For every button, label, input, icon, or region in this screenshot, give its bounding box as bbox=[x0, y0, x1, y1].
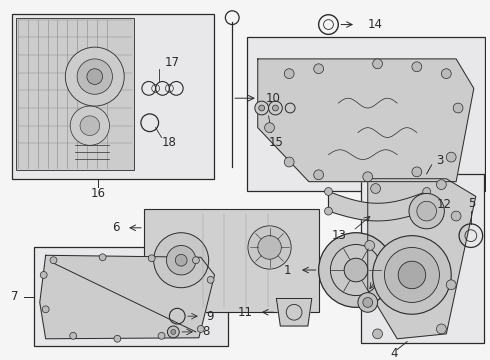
Circle shape bbox=[365, 240, 375, 251]
Circle shape bbox=[167, 246, 196, 275]
Circle shape bbox=[358, 293, 378, 312]
Circle shape bbox=[344, 258, 368, 282]
Circle shape bbox=[314, 170, 323, 180]
Polygon shape bbox=[368, 179, 476, 339]
Circle shape bbox=[412, 62, 422, 72]
Circle shape bbox=[197, 325, 204, 332]
Bar bbox=[34, 247, 228, 346]
Text: 2: 2 bbox=[386, 266, 393, 279]
Circle shape bbox=[318, 233, 393, 307]
Circle shape bbox=[417, 201, 437, 221]
Circle shape bbox=[437, 324, 446, 334]
Bar bbox=[16, 18, 134, 170]
Polygon shape bbox=[258, 59, 474, 182]
Circle shape bbox=[398, 261, 426, 289]
Bar bbox=[144, 209, 318, 312]
Text: 5: 5 bbox=[468, 197, 475, 210]
Text: 18: 18 bbox=[162, 136, 177, 149]
Polygon shape bbox=[40, 255, 215, 339]
Circle shape bbox=[70, 106, 109, 145]
Circle shape bbox=[265, 123, 274, 132]
Circle shape bbox=[258, 236, 281, 259]
Circle shape bbox=[77, 59, 112, 94]
Circle shape bbox=[412, 167, 422, 177]
Circle shape bbox=[65, 47, 124, 106]
Polygon shape bbox=[276, 298, 312, 326]
Text: 10: 10 bbox=[266, 92, 280, 105]
Circle shape bbox=[451, 211, 461, 221]
Polygon shape bbox=[328, 192, 427, 221]
Circle shape bbox=[446, 280, 456, 290]
Circle shape bbox=[175, 254, 187, 266]
Circle shape bbox=[423, 188, 431, 195]
Circle shape bbox=[42, 306, 49, 313]
Text: 6: 6 bbox=[112, 221, 119, 234]
Circle shape bbox=[441, 69, 451, 78]
Circle shape bbox=[371, 184, 381, 193]
Circle shape bbox=[171, 329, 176, 334]
Circle shape bbox=[87, 69, 102, 85]
Circle shape bbox=[272, 105, 278, 111]
Circle shape bbox=[373, 236, 451, 314]
Circle shape bbox=[40, 271, 47, 278]
Circle shape bbox=[284, 157, 294, 167]
Circle shape bbox=[385, 247, 440, 302]
Circle shape bbox=[284, 69, 294, 78]
Circle shape bbox=[324, 188, 332, 195]
Circle shape bbox=[363, 172, 373, 182]
Text: 13: 13 bbox=[331, 229, 346, 242]
Circle shape bbox=[324, 207, 332, 215]
Circle shape bbox=[269, 101, 282, 115]
Circle shape bbox=[314, 64, 323, 74]
Circle shape bbox=[259, 105, 265, 111]
Circle shape bbox=[154, 233, 209, 288]
Circle shape bbox=[423, 207, 431, 215]
Circle shape bbox=[373, 59, 383, 69]
Text: 14: 14 bbox=[368, 18, 383, 31]
Circle shape bbox=[80, 116, 99, 135]
Text: 7: 7 bbox=[11, 290, 18, 303]
Circle shape bbox=[437, 180, 446, 189]
Circle shape bbox=[193, 257, 199, 264]
Text: 11: 11 bbox=[238, 306, 253, 319]
Circle shape bbox=[409, 193, 444, 229]
Circle shape bbox=[207, 276, 214, 283]
Circle shape bbox=[99, 254, 106, 261]
Bar bbox=[247, 37, 485, 192]
Text: 16: 16 bbox=[90, 187, 105, 200]
Bar bbox=[361, 174, 484, 343]
Circle shape bbox=[148, 255, 155, 262]
Text: 12: 12 bbox=[437, 198, 451, 211]
Text: 15: 15 bbox=[269, 136, 284, 149]
Circle shape bbox=[70, 332, 76, 339]
Circle shape bbox=[453, 103, 463, 113]
Text: 8: 8 bbox=[202, 325, 209, 338]
Circle shape bbox=[373, 329, 383, 339]
Text: 3: 3 bbox=[437, 154, 444, 167]
Circle shape bbox=[168, 326, 179, 338]
Text: 17: 17 bbox=[165, 57, 180, 69]
Circle shape bbox=[446, 152, 456, 162]
Circle shape bbox=[255, 101, 269, 115]
Text: 9: 9 bbox=[207, 310, 214, 323]
Bar bbox=[12, 14, 214, 179]
Circle shape bbox=[158, 332, 165, 339]
Circle shape bbox=[114, 335, 121, 342]
Circle shape bbox=[363, 297, 373, 307]
Circle shape bbox=[248, 226, 291, 269]
Text: 1: 1 bbox=[284, 264, 291, 276]
Text: 4: 4 bbox=[391, 347, 398, 360]
Circle shape bbox=[50, 257, 57, 264]
